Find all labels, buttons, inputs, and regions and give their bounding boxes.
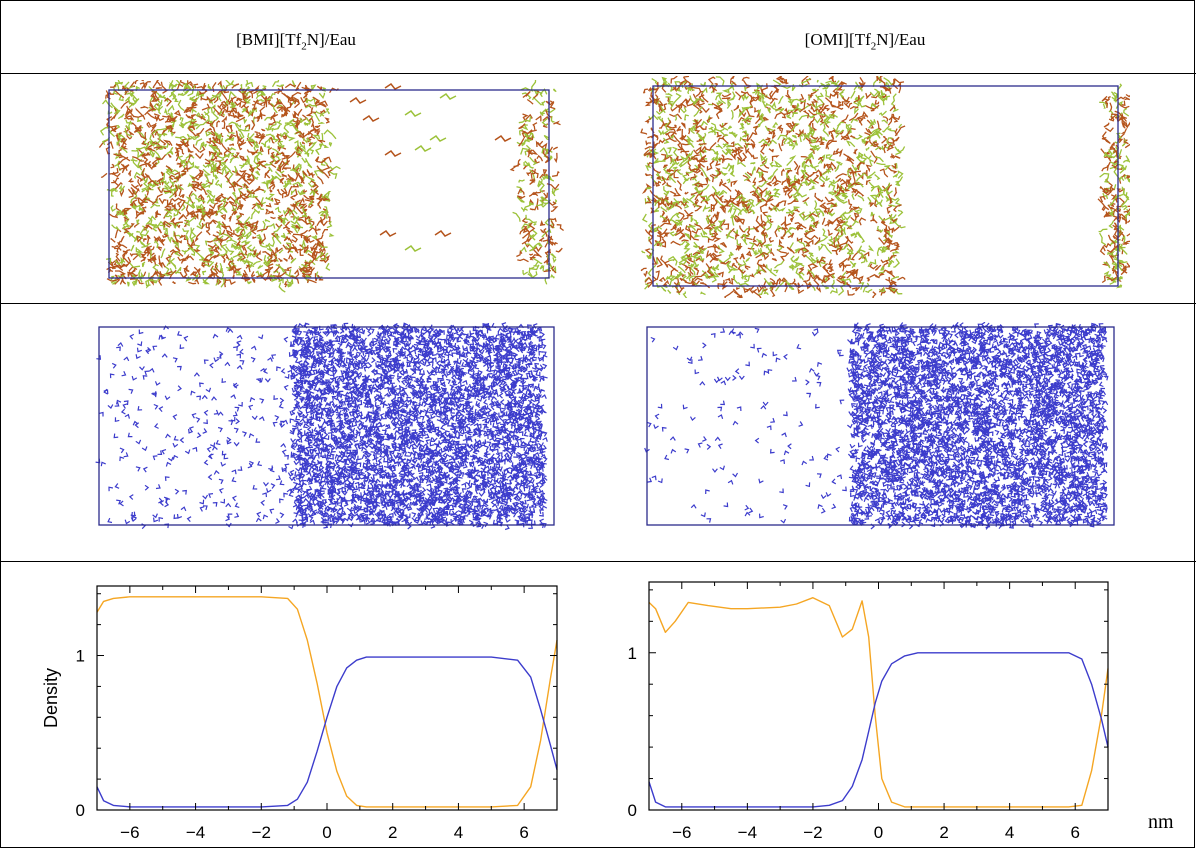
- x-tick-label: 2: [388, 823, 397, 842]
- x-tick-label: 0: [874, 823, 883, 842]
- row-divider: [1, 303, 1196, 304]
- x-tick-label: −2: [252, 823, 271, 842]
- x-tick-label: 4: [454, 823, 463, 842]
- density-series-1: [96, 656, 558, 808]
- density-profile-omi: −6 −4 −2 0 2 4 6 0 1: [628, 581, 1109, 842]
- x-tick-label: −6: [120, 823, 139, 842]
- simulation-box: [646, 326, 1115, 526]
- density-profile-bmi: −6 −4 −2 0 2 4 6 0 1 Density: [41, 585, 558, 842]
- water-snapshot-omi: [644, 322, 1115, 530]
- column-title-omi: [OMI][Tf2N]/Eau: [804, 30, 926, 53]
- y-tick-label: 0: [76, 801, 85, 820]
- x-tick-label: −4: [738, 823, 757, 842]
- y-tick-label: 1: [76, 647, 85, 666]
- plot-frame: [96, 585, 558, 811]
- x-tick-label: −6: [672, 823, 691, 842]
- water-molecule-texture: [95, 322, 548, 531]
- x-tick-label: −2: [803, 823, 822, 842]
- x-tick-label: 2: [939, 823, 948, 842]
- molecule-texture: [98, 80, 564, 293]
- simulation-box: [98, 326, 555, 526]
- x-tick-label: −4: [186, 823, 205, 842]
- ionic-liquid-snapshot-bmi: [98, 80, 564, 293]
- ionic-liquid-snapshot-omi: [640, 76, 1130, 298]
- x-axis-unit: nm: [1148, 811, 1174, 833]
- density-series-0: [96, 596, 558, 808]
- simulation-box: [108, 89, 550, 279]
- plot-frame: [648, 581, 1109, 811]
- y-axis-label: Density: [41, 668, 61, 728]
- x-tick-label: 4: [1005, 823, 1014, 842]
- density-series-0: [648, 597, 1109, 808]
- y-tick-label: 1: [628, 644, 637, 663]
- density-series-1: [648, 652, 1109, 808]
- water-molecule-texture: [644, 322, 1109, 530]
- row-divider: [1, 561, 1196, 562]
- molecule-texture: [640, 76, 1130, 298]
- water-snapshot-bmi: [95, 322, 555, 531]
- x-tick-label: 6: [1070, 823, 1079, 842]
- row-divider: [1, 73, 1196, 74]
- x-tick-label: 6: [519, 823, 528, 842]
- simulation-box: [652, 85, 1119, 287]
- y-tick-label: 0: [628, 801, 637, 820]
- x-tick-label: 0: [322, 823, 331, 842]
- column-title-bmi: [BMI][Tf2N]/Eau: [236, 30, 356, 53]
